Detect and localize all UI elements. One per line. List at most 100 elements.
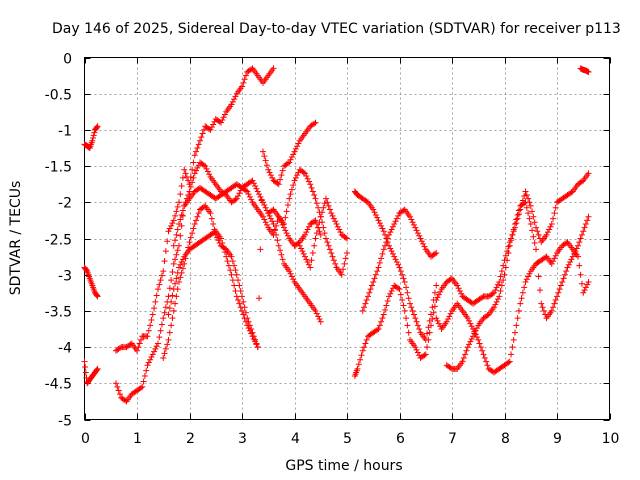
series-arc-11	[351, 282, 440, 380]
data-point	[149, 311, 156, 318]
data-point	[493, 284, 500, 291]
data-point	[270, 65, 277, 72]
data-point	[288, 154, 295, 161]
data-point	[160, 315, 167, 322]
data-point	[134, 347, 140, 354]
data-point	[160, 268, 167, 275]
data-point	[198, 134, 205, 141]
data-point	[90, 135, 97, 142]
data-point	[193, 148, 200, 155]
data-point	[156, 334, 163, 341]
data-point	[208, 215, 215, 222]
data-point	[576, 239, 583, 246]
data-point	[172, 212, 179, 219]
data-point	[548, 307, 555, 314]
data-point	[161, 258, 168, 265]
data-point	[242, 187, 249, 194]
data-point	[179, 256, 186, 263]
data-point	[424, 344, 431, 351]
data-marks	[81, 65, 592, 405]
data-point	[414, 349, 421, 356]
data-point	[315, 204, 322, 211]
data-point	[489, 290, 496, 297]
data-point	[181, 166, 188, 173]
data-point	[357, 356, 364, 363]
data-point	[168, 222, 175, 229]
data-point	[433, 249, 440, 256]
data-point	[277, 247, 284, 254]
data-point	[162, 345, 169, 352]
data-point	[270, 221, 277, 228]
data-point	[323, 235, 329, 242]
data-point	[464, 315, 471, 322]
data-point	[177, 274, 184, 281]
data-point	[375, 326, 382, 332]
data-point	[405, 295, 412, 302]
data-point	[308, 257, 315, 264]
data-point	[137, 336, 144, 343]
data-point	[185, 177, 192, 184]
data-point	[534, 259, 541, 266]
data-point	[227, 267, 234, 274]
data-point	[145, 327, 152, 334]
data-point	[431, 250, 438, 257]
data-point	[380, 311, 387, 318]
data-point	[582, 221, 589, 228]
data-point	[278, 172, 285, 179]
data-point	[90, 132, 97, 139]
data-point	[190, 225, 197, 232]
data-point	[484, 312, 491, 319]
data-point	[93, 124, 100, 131]
data-point	[145, 359, 152, 366]
y-tick-label: -5	[58, 414, 72, 430]
data-point	[575, 253, 581, 260]
data-point	[317, 318, 324, 325]
data-point	[366, 289, 373, 296]
data-point	[265, 166, 272, 173]
data-point	[573, 245, 580, 252]
data-point	[151, 348, 158, 355]
data-point	[422, 336, 429, 343]
data-point	[383, 302, 390, 309]
chart-title: Day 146 of 2025, Sidereal Day-to-day VTE…	[52, 21, 621, 37]
data-point	[525, 273, 532, 280]
data-point	[284, 232, 291, 239]
data-point	[204, 168, 211, 175]
data-point	[412, 315, 419, 322]
data-point	[426, 317, 433, 324]
data-point	[382, 242, 389, 249]
data-point	[508, 351, 515, 358]
data-point	[472, 327, 479, 334]
data-point	[240, 298, 247, 305]
data-point	[556, 286, 563, 293]
data-point	[312, 217, 319, 224]
data-point	[244, 322, 251, 329]
data-point	[344, 249, 350, 256]
data-point	[279, 167, 286, 174]
data-point	[166, 225, 173, 232]
data-point	[312, 307, 319, 314]
data-point	[420, 240, 427, 247]
data-point	[187, 234, 194, 241]
series-arc-6	[170, 177, 324, 325]
data-point	[309, 188, 316, 195]
data-point	[189, 166, 196, 173]
data-point	[225, 262, 232, 269]
data-point	[342, 234, 349, 241]
data-point	[473, 334, 480, 341]
data-point	[519, 289, 526, 296]
data-point	[236, 282, 243, 289]
data-point	[379, 315, 386, 322]
data-point	[437, 323, 444, 330]
data-point	[284, 202, 291, 209]
data-point	[408, 216, 415, 223]
data-point	[262, 157, 269, 164]
data-point	[484, 362, 491, 369]
data-point	[494, 281, 501, 288]
data-point	[158, 272, 165, 279]
data-point	[153, 343, 160, 350]
data-point	[523, 204, 530, 211]
data-point	[304, 226, 311, 233]
data-point	[239, 293, 245, 300]
data-point	[287, 270, 294, 277]
